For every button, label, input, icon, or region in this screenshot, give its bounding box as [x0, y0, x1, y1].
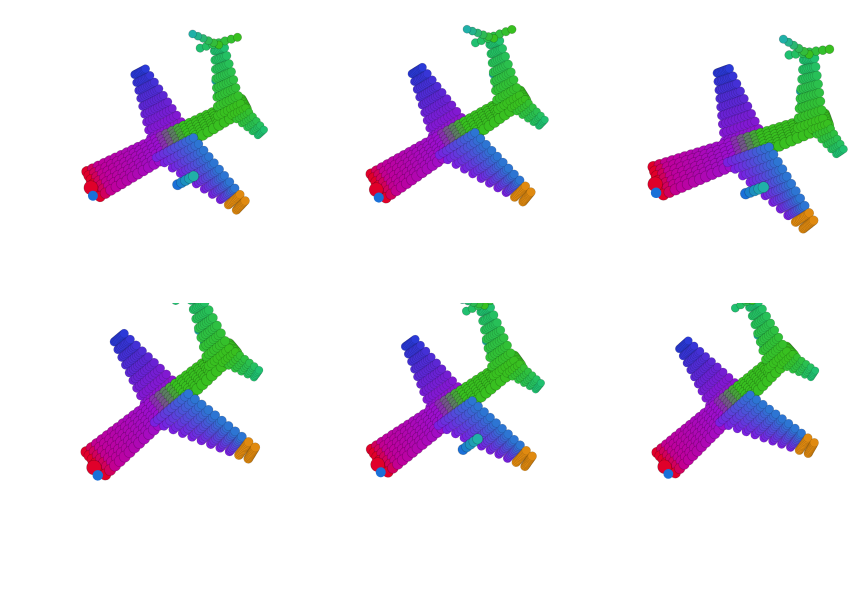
engine-point — [472, 433, 484, 445]
nose-underside-point — [87, 190, 98, 201]
airplane-render — [365, 303, 545, 478]
nose-underside-point — [92, 470, 104, 481]
airplane-panel-2 — [284, 0, 568, 303]
top-stabilizer-point — [469, 303, 478, 307]
nose-underside-point — [663, 468, 674, 479]
airplane-model — [365, 24, 549, 207]
airplane-model — [80, 303, 264, 481]
top-stabilizer-point — [463, 303, 473, 306]
tail-fin-point — [199, 303, 210, 308]
near-wing-point — [240, 196, 250, 206]
nose-underside-point — [650, 187, 662, 199]
top-stabilizer-point — [474, 303, 484, 309]
near-stabilizer-point — [536, 379, 545, 388]
far-wing-point — [141, 64, 150, 74]
top-stabilizer-point — [188, 29, 197, 39]
far-wing-point — [724, 63, 734, 74]
near-wing-point — [808, 215, 819, 226]
far-wing-point — [119, 328, 129, 339]
airplane-render — [647, 34, 848, 234]
near-stabilizer-point — [259, 125, 268, 134]
top-stabilizer-point — [824, 44, 835, 54]
far-wing-point — [410, 334, 420, 344]
top-stabilizer-point — [507, 24, 517, 34]
near-stabilizer-point — [254, 365, 264, 375]
airplane-render — [81, 29, 268, 215]
near-wing-point — [527, 451, 537, 461]
top-stabilizer-point — [736, 303, 746, 310]
near-wing-point — [250, 442, 261, 453]
near-stabilizer-point — [839, 144, 848, 154]
top-stabilizer-point — [462, 24, 472, 34]
airplane-panel-6 — [568, 303, 852, 606]
engine-point — [757, 181, 770, 193]
engine-point — [188, 170, 200, 182]
airplane-panel-1 — [0, 0, 284, 303]
airplane-model — [81, 29, 268, 215]
airplane-render — [80, 303, 264, 481]
airplane-panel-5 — [284, 303, 568, 606]
airplane-model — [651, 303, 820, 479]
nose-underside-point — [375, 467, 386, 478]
airplane-model — [365, 303, 545, 478]
nose-underside-point — [373, 192, 384, 203]
top-stabilizer-point — [232, 32, 242, 42]
airplane-panel-3 — [568, 0, 852, 303]
top-stabilizer-point — [741, 303, 751, 307]
airplane-render — [651, 303, 820, 479]
near-wing-point — [526, 187, 536, 197]
tail-fin-point — [753, 303, 763, 307]
airplane-model — [647, 34, 848, 234]
near-wing-point — [809, 438, 819, 448]
airplane-render — [365, 24, 549, 207]
airplane-panel-4 — [0, 303, 284, 606]
far-wing-point — [683, 336, 693, 346]
near-stabilizer-point — [540, 115, 549, 124]
top-stabilizer-point — [748, 303, 757, 305]
top-stabilizer-point — [170, 303, 181, 306]
far-wing-point — [417, 62, 427, 72]
top-stabilizer-point — [778, 34, 788, 44]
near-stabilizer-point — [811, 366, 820, 375]
